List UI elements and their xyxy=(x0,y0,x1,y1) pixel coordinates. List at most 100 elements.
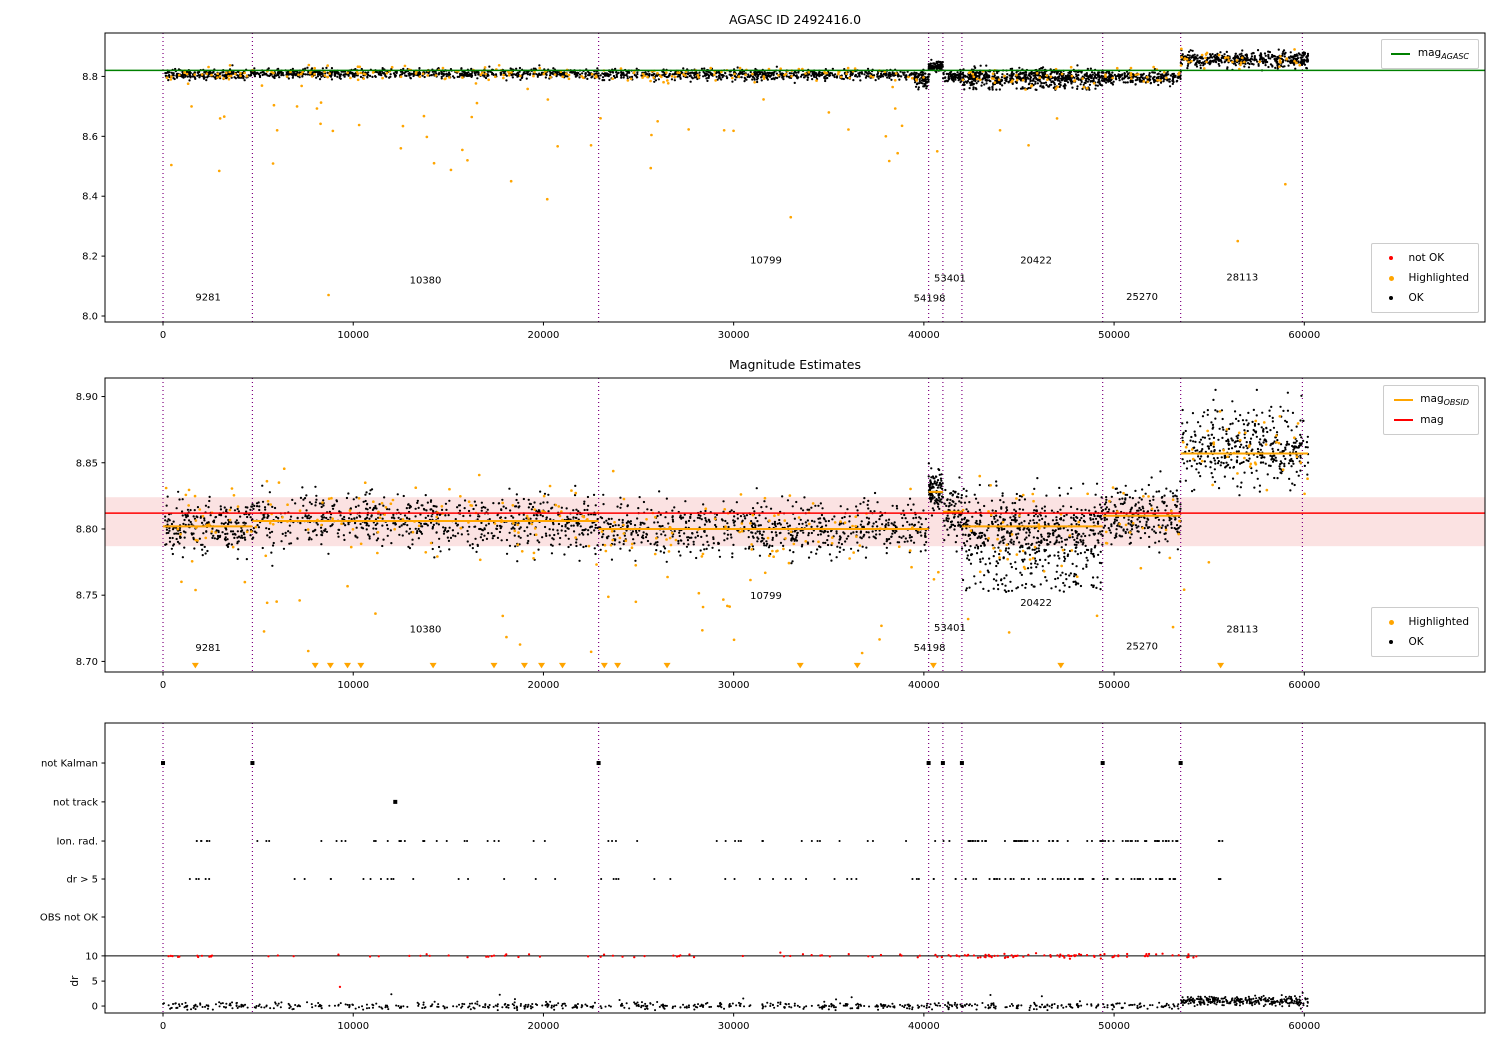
x-tick-label: 30000 xyxy=(718,1021,750,1032)
scatter-ok xyxy=(961,508,1104,593)
top-plot-title: AGASC ID 2492416.0 xyxy=(728,12,862,27)
scatter-ok xyxy=(941,476,964,553)
y-tick-label: dr > 5 xyxy=(66,875,98,886)
obsid-annotation: 28113 xyxy=(1226,624,1258,635)
not-kalman-markers xyxy=(596,761,601,766)
y-tick-label: 8.2 xyxy=(82,252,98,263)
y-tick-label: not track xyxy=(53,797,98,808)
x-tick-label: 20000 xyxy=(528,1021,560,1032)
not-kalman-markers xyxy=(161,761,166,766)
scatter-ok xyxy=(597,487,930,565)
obsid-annotation: 54198 xyxy=(914,294,946,305)
y-tick-label: 10 xyxy=(85,951,98,962)
obsid-annotation: 25270 xyxy=(1126,292,1158,303)
scatter-ok xyxy=(927,58,944,76)
y-tick-label: 8.75 xyxy=(76,591,98,602)
legend-box-3: Highlighted OK xyxy=(1371,607,1479,657)
legend-marker-shape xyxy=(1388,275,1394,281)
y-axis-label: dr xyxy=(69,975,81,987)
y-tick-label: 5 xyxy=(92,977,98,988)
x-tick-label: 30000 xyxy=(718,330,750,341)
scatter-highlighted xyxy=(254,467,600,558)
legend-dot-marker xyxy=(1381,291,1401,305)
clipped-low-markers xyxy=(929,662,937,669)
legend-marker-shape xyxy=(1389,296,1394,300)
clipped-low-markers xyxy=(326,662,334,669)
x-tick-label: 50000 xyxy=(1098,680,1130,691)
clipped-low-markers xyxy=(614,662,622,669)
legend-dot-marker xyxy=(1381,635,1401,649)
legend-label: magAGASC xyxy=(1417,46,1469,62)
clipped-low-markers xyxy=(311,662,319,669)
legend-marker-shape xyxy=(1393,398,1413,402)
scatter-ok xyxy=(1179,48,1310,72)
legend-item: OK xyxy=(1381,288,1469,308)
legend-line-swatch xyxy=(1391,47,1411,61)
not-kalman-markers xyxy=(1178,761,1183,766)
legend-marker-shape xyxy=(1393,418,1413,422)
obsid-annotation: 10799 xyxy=(750,255,782,266)
legend-label: Highlighted xyxy=(1408,616,1469,628)
x-tick-label: 40000 xyxy=(908,680,940,691)
legend-marker-shape xyxy=(1391,52,1411,56)
clipped-low-markers xyxy=(357,662,365,669)
axes-frame xyxy=(104,32,1486,323)
obsid-annotation: 20422 xyxy=(1020,598,1052,609)
y-tick-label: 8.0 xyxy=(82,312,98,323)
x-tick-label: 0 xyxy=(160,680,166,691)
scatter-ok xyxy=(960,477,1104,588)
scatter-highlighted xyxy=(1179,47,1302,71)
not-kalman-markers xyxy=(1100,761,1105,766)
y-tick-label: OBS not OK xyxy=(40,913,99,924)
legend-box-1: not OK Highlighted OK xyxy=(1371,243,1479,313)
axes-frame xyxy=(104,722,1486,1014)
obsid-annotation: 10380 xyxy=(410,624,442,635)
legend-box-0: magAGASC xyxy=(1380,39,1479,69)
clipped-low-markers xyxy=(490,662,498,669)
legend-label: not OK xyxy=(1408,252,1445,264)
obsid-annotation: 53401 xyxy=(934,623,966,634)
obsid-annotation: 10799 xyxy=(750,591,782,602)
legend-item: Highlighted xyxy=(1381,612,1469,632)
obsid-annotation: 20422 xyxy=(1020,255,1052,266)
clipped-low-markers xyxy=(663,662,671,669)
x-tick-label: 50000 xyxy=(1098,1021,1130,1032)
obsid-annotation: 25270 xyxy=(1126,641,1158,652)
dr-ok-baseline xyxy=(1180,991,1309,1010)
scatter-highlighted xyxy=(1104,65,1181,84)
obsid-annotation: 9281 xyxy=(195,643,220,654)
clipped-low-markers xyxy=(520,662,528,669)
y-tick-label: 8.80 xyxy=(76,524,98,535)
scatter-highlighted xyxy=(966,556,1211,634)
x-tick-label: 20000 xyxy=(528,330,560,341)
not-kalman-markers xyxy=(926,761,931,766)
clipped-low-markers xyxy=(600,662,608,669)
x-tick-label: 40000 xyxy=(908,1021,940,1032)
not-kalman-markers xyxy=(250,761,255,766)
obsid-annotation: 28113 xyxy=(1226,273,1258,284)
obsid-annotation: 54198 xyxy=(914,643,946,654)
y-tick-label: 8.90 xyxy=(76,392,98,403)
scatter-highlighted xyxy=(961,65,1096,91)
dr-ok-baseline xyxy=(162,998,1180,1012)
scatter-highlighted xyxy=(1181,410,1309,496)
scatter-ok xyxy=(942,68,963,84)
clipped-low-markers xyxy=(1217,662,1225,669)
obsid-annotation: 53401 xyxy=(934,274,966,285)
scatter-highlighted-outliers xyxy=(190,105,1287,297)
legend-item: OK xyxy=(1381,632,1469,652)
legend-dot-marker xyxy=(1381,251,1401,265)
clipped-low-markers xyxy=(853,662,861,669)
y-tick-label: 8.8 xyxy=(82,72,98,83)
legend-item: magAGASC xyxy=(1391,44,1469,64)
scatter-highlighted xyxy=(165,64,249,85)
clipped-low-markers xyxy=(538,662,546,669)
y-tick-label: 8.4 xyxy=(82,192,98,203)
legend-marker-shape xyxy=(1389,256,1394,260)
legend-label: OK xyxy=(1408,292,1424,304)
middle-plot-title: Magnitude Estimates xyxy=(729,357,861,372)
y-tick-label: 0 xyxy=(92,1002,98,1013)
not-kalman-markers xyxy=(940,761,945,766)
y-tick-label: Ion. rad. xyxy=(56,837,98,848)
x-tick-label: 60000 xyxy=(1288,330,1320,341)
